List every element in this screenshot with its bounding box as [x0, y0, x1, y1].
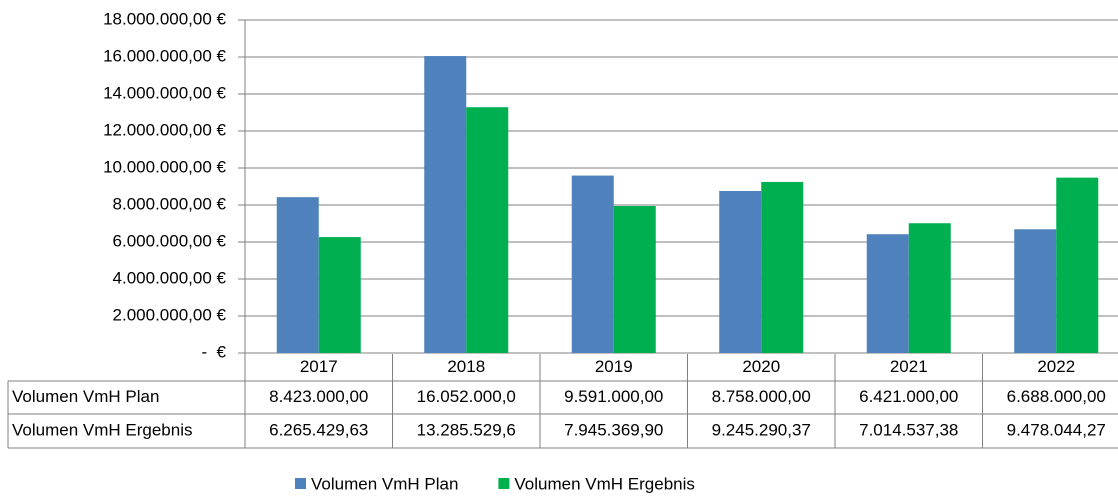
- y-tick-label: 18.000.000,00 €: [103, 9, 226, 28]
- y-tick-label: - €: [201, 342, 226, 361]
- y-tick-label: 14.000.000,00 €: [103, 83, 226, 102]
- x-tick-label: 2021: [890, 357, 928, 376]
- x-tick-label: 2020: [742, 357, 780, 376]
- table-value: 6.421.000,00: [859, 387, 958, 406]
- table-value: 13.285.529,6: [417, 420, 516, 439]
- table-value: 9.478.044,27: [1007, 420, 1106, 439]
- x-tick-label: 2017: [300, 357, 338, 376]
- table-value: 6.688.000,00: [1007, 387, 1106, 406]
- bar: [1014, 229, 1057, 353]
- table-row-label: Volumen VmH Ergebnis: [12, 420, 192, 439]
- bar: [719, 190, 762, 353]
- x-tick-label: 2022: [1037, 357, 1075, 376]
- bar: [866, 234, 909, 353]
- table-value: 7.014.537,38: [859, 420, 958, 439]
- table-value: 9.245.290,37: [712, 420, 811, 439]
- legend-swatch: [295, 478, 306, 489]
- legend-label: Volumen VmH Plan: [311, 474, 458, 493]
- y-tick-label: 10.000.000,00 €: [103, 157, 226, 176]
- table-value: 9.591.000,00: [564, 387, 663, 406]
- x-tick-label: 2019: [595, 357, 633, 376]
- table-value: 7.945.369,90: [564, 420, 663, 439]
- legend-swatch: [498, 478, 510, 489]
- bar: [466, 107, 509, 353]
- table-value: 8.758.000,00: [712, 387, 811, 406]
- bar: [276, 197, 319, 353]
- table-value: 6.265.429,63: [269, 420, 368, 439]
- bar: [908, 223, 951, 353]
- y-tick-label: 4.000.000,00 €: [113, 268, 227, 287]
- bar: [424, 56, 467, 354]
- bar: [318, 237, 361, 353]
- bar: [571, 175, 614, 353]
- y-tick-label: 6.000.000,00 €: [113, 231, 227, 250]
- bar: [613, 206, 656, 353]
- table-value: 8.423.000,00: [269, 387, 368, 406]
- y-tick-label: 8.000.000,00 €: [113, 194, 227, 213]
- y-tick-label: 2.000.000,00 €: [113, 305, 227, 324]
- y-tick-label: 12.000.000,00 €: [103, 120, 226, 139]
- table-value: 16.052.000,0: [417, 387, 516, 406]
- legend-label: Volumen VmH Ergebnis: [514, 474, 694, 493]
- y-tick-label: 16.000.000,00 €: [103, 46, 226, 65]
- table-row-label: Volumen VmH Plan: [12, 387, 159, 406]
- bar: [1056, 177, 1099, 353]
- x-tick-label: 2018: [447, 357, 485, 376]
- bar: [761, 181, 804, 353]
